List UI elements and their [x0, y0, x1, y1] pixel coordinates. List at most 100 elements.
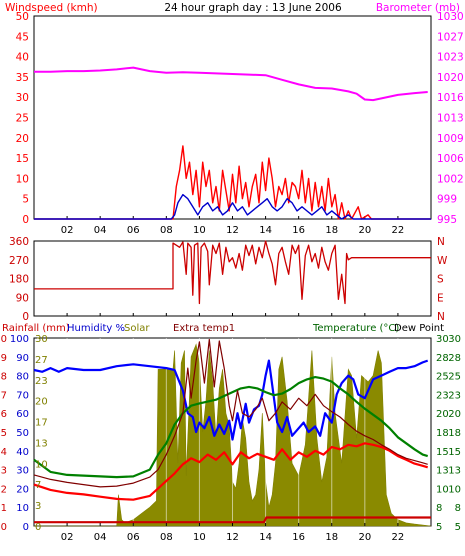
plot-frame: [33, 240, 432, 317]
hour-tick-label: 20: [358, 225, 371, 236]
compass-tick-label: E: [437, 292, 444, 304]
extra_temp1-line: [33, 338, 428, 488]
hour-tick-label: 12: [226, 532, 239, 543]
hour-axis: 02 04 06 08 10 12 14 16 18 20 22: [61, 225, 405, 236]
panel-temperature: Rainfall (mm) Humidity % Solar Extra tem…: [0, 323, 461, 543]
temperature-tick-label: 18: [436, 428, 449, 439]
direction-tick-label: 270: [9, 255, 29, 267]
rainfall-tick-label: 0: [1, 522, 7, 533]
humidity-tick-label: 70: [16, 390, 29, 401]
dewpoint-tick-label: 28: [448, 353, 461, 364]
rainfall-tick-label: 1: [1, 503, 7, 514]
wind_gust-line: [34, 145, 431, 220]
hour-tick-label: 08: [160, 225, 173, 236]
hour-tick-label: 10: [193, 225, 206, 236]
solar-tick-label: 3: [35, 501, 41, 512]
rainfall-tick-label: 3: [1, 466, 7, 477]
hour-tick-label: 02: [61, 532, 74, 543]
hour-tick-label: 16: [292, 225, 305, 236]
hour-axis: 02 04 06 08 10 12 14 16 18 20 22: [61, 532, 405, 543]
wind-tick-label: 5: [22, 194, 29, 206]
direction-tick-label: 360: [9, 236, 29, 248]
dewpoint-tick-label: 25: [448, 372, 461, 383]
wind-tick-label: 30: [16, 92, 29, 104]
solar-tick-label: 17: [35, 418, 48, 429]
rainfall-tick-label: 6: [1, 409, 7, 420]
humidity-axis-title: Humidity %: [67, 323, 125, 334]
rainfall-tick-label: 7: [1, 390, 7, 401]
temperature-tick-label: 5: [436, 522, 442, 533]
dewpoint-tick-label: 23: [448, 390, 461, 401]
compass-tick-label: N: [437, 311, 445, 323]
dewpoint-line: [33, 442, 429, 501]
wind-tick-label: 50: [16, 11, 29, 23]
temperature-tick-label: 30: [436, 334, 449, 345]
solar-tick-label: 7: [35, 480, 41, 491]
barometer-tick-label: 1016: [437, 92, 464, 104]
wind_avg-line: [34, 193, 431, 220]
humidity-tick-label: 80: [16, 372, 29, 383]
wind-tick-label: 10: [16, 173, 29, 185]
hour-tick-label: 18: [325, 225, 338, 236]
solar-tick-label: 0: [35, 522, 41, 533]
humidity-tick-label: 0: [23, 522, 29, 533]
extra-temp-axis-title: Extra temp1: [173, 323, 235, 334]
hour-tick-label: 02: [61, 225, 74, 236]
solar-axis-title: Solar: [124, 323, 150, 334]
dewpoint-tick-label: 15: [448, 447, 461, 458]
hour-tick-label: 06: [127, 532, 140, 543]
hour-tick-label: 12: [226, 225, 239, 236]
temperature-tick-label: 28: [436, 353, 449, 364]
wind-tick-label: 0: [22, 214, 29, 226]
barometer-tick-label: 1006: [437, 153, 464, 165]
temperature-tick-label: 8: [436, 503, 442, 514]
temperature-line: [33, 376, 429, 479]
series-group: [33, 338, 432, 527]
barometer-tick-label: 1027: [437, 31, 464, 43]
dewpoint-tick-label: 20: [448, 409, 461, 420]
left-axes: 0123456789100102030405060708090100037101…: [0, 334, 48, 533]
wind-tick-label: 25: [16, 113, 29, 125]
barometer-axis: 995 999 1002 1006 1009 1013 1016 1020 1023 1027 10…: [437, 11, 464, 226]
solar-tick-label: 27: [35, 355, 48, 366]
wind-tick-label: 45: [16, 31, 29, 43]
hour-tick-label: 22: [392, 225, 405, 236]
humidity-tick-label: 40: [16, 447, 29, 458]
hour-tick-label: 16: [292, 532, 305, 543]
rainfall-tick-label: 9: [1, 353, 7, 364]
barometer-line: [34, 66, 428, 102]
wind-axis-title: Windspeed (kmh): [5, 2, 98, 14]
temperature-tick-label: 20: [436, 409, 449, 420]
humidity-tick-label: 90: [16, 353, 29, 364]
rainfall-tick-label: 5: [1, 428, 7, 439]
barometer-tick-label: 995: [437, 214, 457, 226]
solar-tick-label: 13: [35, 438, 48, 449]
solar-tick-label: 30: [35, 334, 48, 345]
solar-tick-label: 10: [35, 459, 48, 470]
barometer-tick-label: 1013: [437, 113, 464, 125]
direction-tick-label: 180: [9, 274, 29, 286]
dewpoint-axis-title: Dew Point: [394, 323, 444, 334]
temperature-tick-label: 10: [436, 484, 449, 495]
hour-tick-label: 18: [325, 532, 338, 543]
temperature-tick-label: 13: [436, 466, 449, 477]
solar-tick-label: 23: [35, 376, 48, 387]
dewpoint-tick-label: 5: [455, 522, 461, 533]
plot-frame: [33, 15, 432, 220]
humidity-tick-label: 100: [10, 334, 29, 345]
dewpoint-tick-label: 30: [448, 334, 461, 345]
wind-tick-label: 40: [16, 52, 29, 64]
wind_direction-line: [34, 240, 431, 305]
humidity-line: [33, 359, 429, 441]
wind-axis: 0 5 10 15 20 25 30 35 40 45 50: [16, 11, 29, 226]
temperature-axis-title: Temperature (°C): [312, 323, 399, 334]
rainfall-tick-label: 4: [1, 447, 7, 458]
hour-tick-label: 20: [358, 532, 371, 543]
hour-tick-label: 14: [259, 532, 272, 543]
rainfall-tick-label: 10: [0, 334, 7, 345]
barometer-tick-label: 1020: [437, 72, 464, 84]
series-group: [34, 66, 431, 220]
